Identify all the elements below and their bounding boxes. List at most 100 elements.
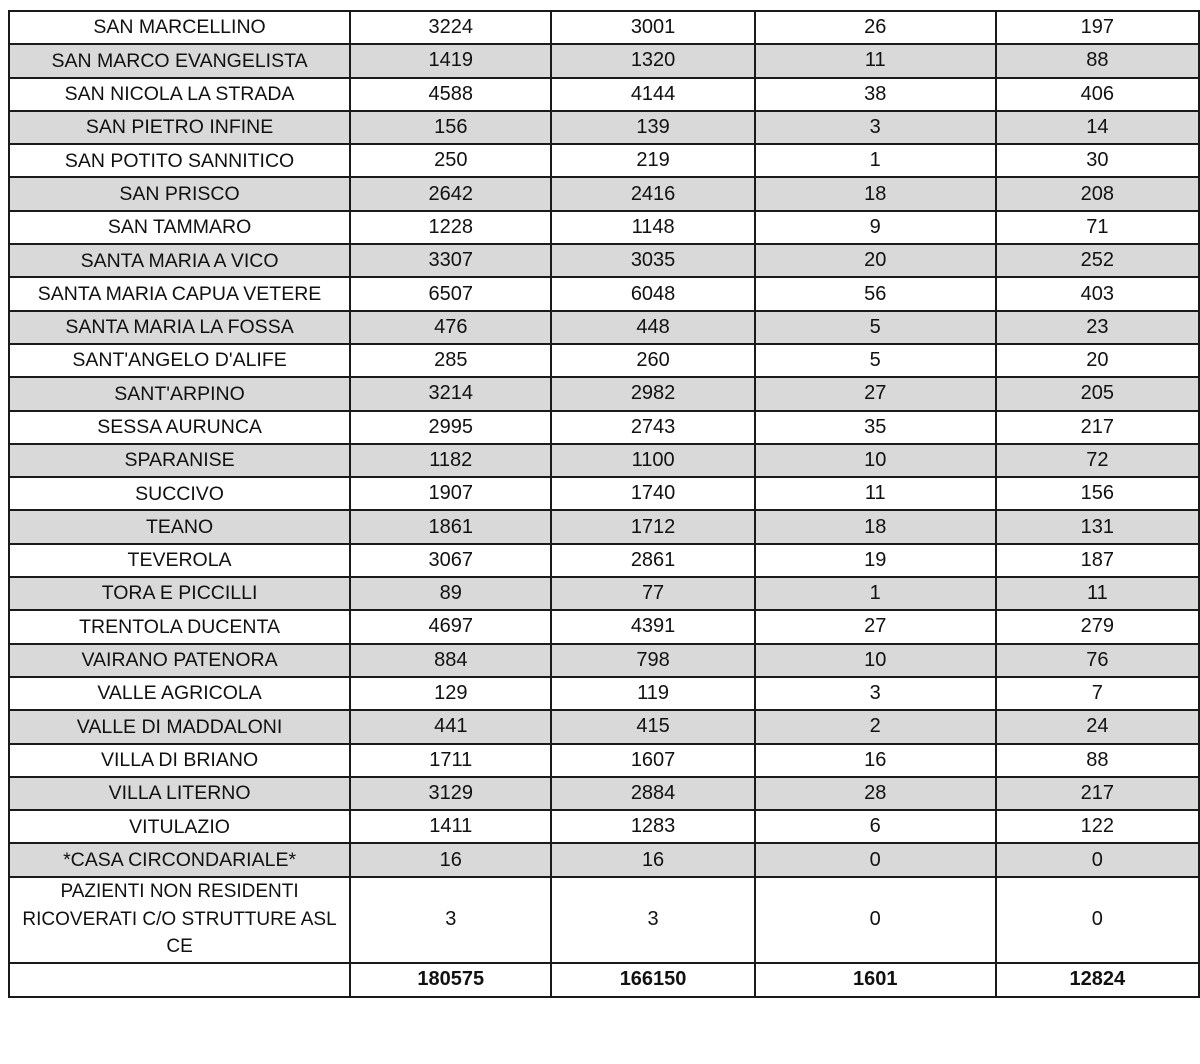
value-cell-3: 6 (753, 809, 997, 845)
total-cell-1: 180575 (349, 961, 553, 998)
value-cell-4: 11 (994, 576, 1200, 612)
value-cell-3: 10 (753, 642, 997, 678)
value-cell-3: 1 (753, 143, 997, 179)
comune-cell: VALLE DI MADDALONI (7, 709, 352, 745)
value-cell-1: 1711 (349, 742, 553, 778)
value-cell-3: 3 (753, 675, 997, 712)
value-cell-4: 156 (994, 476, 1200, 512)
value-cell-1: 3 (349, 875, 553, 964)
value-cell-1: 1228 (349, 209, 553, 246)
value-cell-4: 0 (994, 842, 1200, 878)
value-cell-1: 250 (349, 143, 553, 179)
value-cell-2: 260 (550, 342, 756, 379)
value-cell-2: 2884 (550, 775, 756, 812)
value-cell-4: 14 (994, 109, 1200, 146)
value-cell-2: 6048 (550, 276, 756, 312)
value-cell-3: 1 (753, 576, 997, 612)
value-cell-2: 139 (550, 109, 756, 146)
value-cell-2: 2743 (550, 409, 756, 445)
value-cell-1: 3214 (349, 376, 553, 412)
table-row: VILLA DI BRIANO 1711 1607 16 88 (7, 742, 1200, 778)
value-cell-2: 415 (550, 709, 756, 745)
value-cell-2: 1148 (550, 209, 756, 246)
value-cell-4: 406 (994, 76, 1200, 112)
comune-cell: VILLA LITERNO (7, 775, 352, 812)
value-cell-2: 1607 (550, 742, 756, 778)
table-row: SANTA MARIA LA FOSSA 476 448 5 23 (7, 309, 1200, 345)
value-cell-4: 187 (994, 542, 1200, 579)
value-cell-3: 16 (753, 742, 997, 778)
value-cell-2: 3035 (550, 243, 756, 279)
value-cell-2: 2982 (550, 376, 756, 412)
value-cell-2: 3 (550, 875, 756, 964)
table-row: SANT'ARPINO 3214 2982 27 205 (7, 376, 1200, 412)
value-cell-3: 26 (753, 9, 997, 46)
comune-cell: PAZIENTI NON RESIDENTI RICOVERATI C/O ST… (7, 875, 352, 964)
value-cell-4: 131 (994, 509, 1200, 545)
value-cell-1: 4697 (349, 609, 553, 645)
value-cell-2: 16 (550, 842, 756, 878)
value-cell-3: 0 (753, 842, 997, 878)
value-cell-4: 208 (994, 176, 1200, 212)
comune-cell: SUCCIVO (7, 476, 352, 512)
value-cell-3: 28 (753, 775, 997, 812)
value-cell-1: 3224 (349, 9, 553, 46)
value-cell-3: 0 (753, 875, 997, 964)
table-row: SPARANISE 1182 1100 10 72 (7, 442, 1200, 479)
value-cell-3: 18 (753, 176, 997, 212)
value-cell-3: 38 (753, 76, 997, 112)
value-cell-4: 72 (994, 442, 1200, 479)
value-cell-2: 2416 (550, 176, 756, 212)
value-cell-3: 27 (753, 376, 997, 412)
value-cell-1: 1419 (349, 43, 553, 79)
table-row: SAN PIETRO INFINE 156 139 3 14 (7, 109, 1200, 146)
value-cell-2: 1283 (550, 809, 756, 845)
table-row: VAIRANO PATENORA 884 798 10 76 (7, 642, 1200, 678)
table-row: SAN NICOLA LA STRADA 4588 4144 38 406 (7, 76, 1200, 112)
value-cell-3: 11 (753, 43, 997, 79)
comune-cell: SAN PRISCO (7, 176, 352, 212)
total-cell-2: 166150 (550, 961, 756, 998)
table-row: TORA E PICCILLI 89 77 1 11 (7, 576, 1200, 612)
value-cell-4: 217 (994, 409, 1200, 445)
value-cell-1: 3307 (349, 243, 553, 279)
value-cell-3: 56 (753, 276, 997, 312)
value-cell-1: 129 (349, 675, 553, 712)
value-cell-2: 77 (550, 576, 756, 612)
value-cell-1: 2995 (349, 409, 553, 445)
comune-cell: SANT'ARPINO (7, 376, 352, 412)
value-cell-2: 1100 (550, 442, 756, 479)
comune-cell: TEANO (7, 509, 352, 545)
value-cell-4: 252 (994, 243, 1200, 279)
table-row: TEVEROLA 3067 2861 19 187 (7, 542, 1200, 579)
comune-cell: SANT'ANGELO D'ALIFE (7, 342, 352, 379)
comune-cell: SAN MARCO EVANGELISTA (7, 43, 352, 79)
comune-cell: SAN NICOLA LA STRADA (7, 76, 352, 112)
comune-cell: TEVEROLA (7, 542, 352, 579)
value-cell-1: 16 (349, 842, 553, 878)
value-cell-4: 23 (994, 309, 1200, 345)
table-row: SAN POTITO SANNITICO 250 219 1 30 (7, 143, 1200, 179)
value-cell-3: 20 (753, 243, 997, 279)
value-cell-3: 9 (753, 209, 997, 246)
value-cell-1: 1411 (349, 809, 553, 845)
table-row: SANTA MARIA A VICO 3307 3035 20 252 (7, 243, 1200, 279)
value-cell-1: 476 (349, 309, 553, 345)
value-cell-1: 1182 (349, 442, 553, 479)
value-cell-3: 10 (753, 442, 997, 479)
value-cell-3: 3 (753, 109, 997, 146)
value-cell-4: 217 (994, 775, 1200, 812)
table-row: SAN TAMMARO 1228 1148 9 71 (7, 209, 1200, 246)
value-cell-4: 76 (994, 642, 1200, 678)
value-cell-4: 205 (994, 376, 1200, 412)
value-cell-2: 3001 (550, 9, 756, 46)
value-cell-4: 7 (994, 675, 1200, 712)
value-cell-4: 88 (994, 742, 1200, 778)
comune-cell: SANTA MARIA LA FOSSA (7, 309, 352, 345)
comune-cell: SAN PIETRO INFINE (7, 109, 352, 146)
table-row: SAN MARCELLINO 3224 3001 26 197 (7, 9, 1200, 46)
value-cell-4: 403 (994, 276, 1200, 312)
comune-cell: VITULAZIO (7, 809, 352, 845)
comune-cell: TRENTOLA DUCENTA (7, 609, 352, 645)
value-cell-3: 5 (753, 342, 997, 379)
